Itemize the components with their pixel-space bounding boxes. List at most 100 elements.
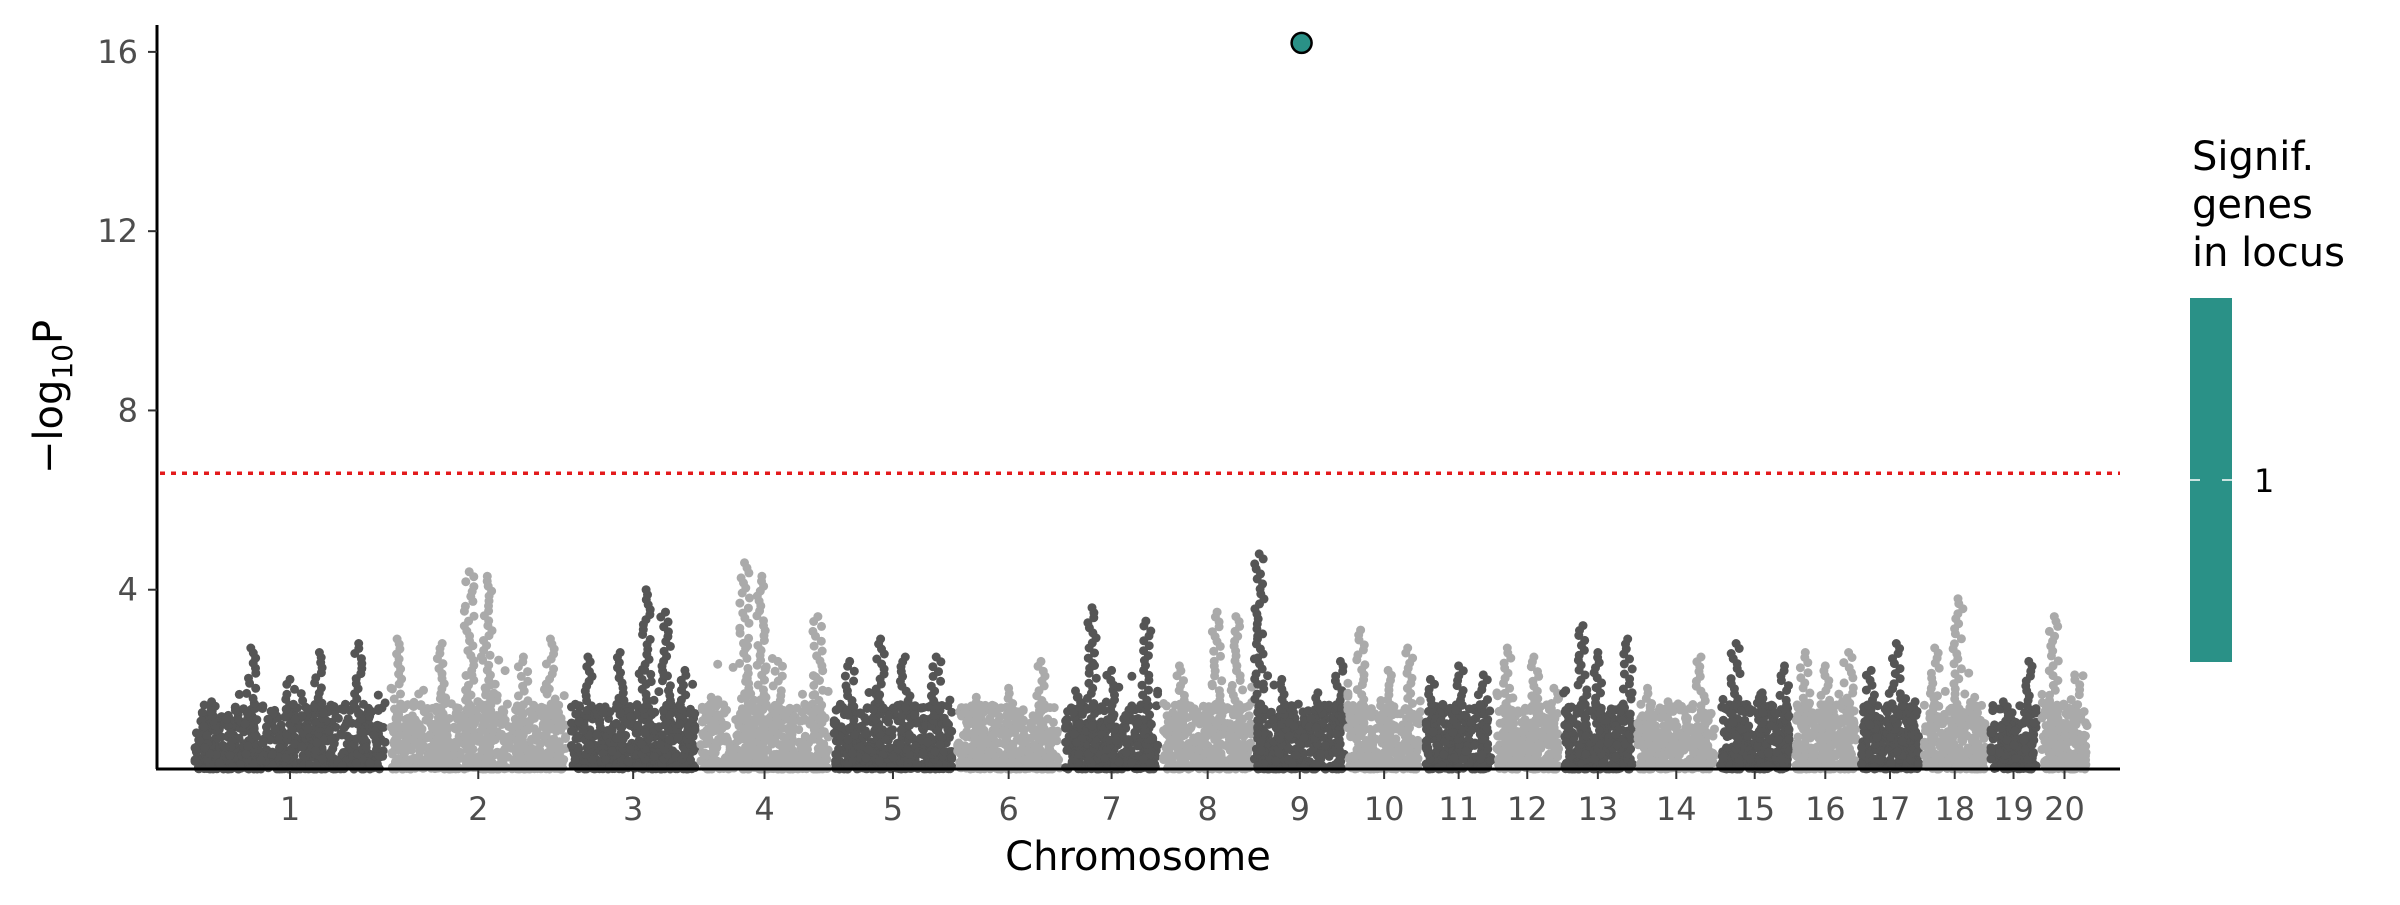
snp-point — [875, 690, 885, 700]
snp-point — [743, 663, 753, 673]
snp-point — [1018, 715, 1028, 725]
snp-point — [1105, 714, 1115, 724]
snp-peak-point — [518, 652, 528, 662]
snp-point — [796, 742, 806, 752]
snp-point — [1046, 738, 1056, 748]
snp-point — [497, 705, 507, 715]
snp-point — [281, 753, 291, 763]
snp-point — [760, 728, 770, 738]
snp-point — [1087, 721, 1097, 731]
snp-point — [649, 695, 659, 705]
snp-point — [808, 626, 818, 636]
snp-point — [592, 730, 602, 740]
snp-point — [912, 759, 922, 769]
snp-point — [492, 711, 502, 720]
snp-point — [331, 712, 341, 722]
snp-peak-point — [246, 643, 256, 653]
snp-peak-point — [680, 665, 690, 675]
snp-point — [1048, 717, 1058, 727]
snp-point — [900, 702, 910, 712]
snp-point — [1159, 726, 1169, 736]
snp-point — [746, 731, 756, 741]
snp-point — [220, 742, 230, 752]
snp-point — [262, 728, 272, 738]
snp-point — [905, 730, 914, 740]
chromosome-5-points — [829, 634, 957, 774]
snp-point — [632, 700, 642, 710]
snp-point — [1030, 740, 1040, 750]
snp-point — [719, 708, 729, 718]
snp-point — [598, 708, 608, 718]
snp-point — [282, 689, 292, 699]
snp-point — [623, 756, 633, 766]
snp-point — [452, 714, 462, 724]
snp-point — [735, 623, 745, 633]
snp-point — [1061, 737, 1071, 747]
snp-point — [476, 652, 486, 662]
snp-point — [953, 746, 963, 756]
snp-point — [567, 741, 576, 750]
snp-point — [1228, 710, 1238, 720]
snp-point — [514, 749, 524, 759]
snp-point — [248, 693, 258, 703]
snp-point — [243, 741, 253, 751]
snp-point — [523, 676, 533, 686]
snp-point — [922, 737, 932, 747]
snp-point — [386, 683, 396, 693]
snp-point — [1074, 719, 1084, 729]
snp-point — [1194, 757, 1204, 767]
snp-point — [845, 723, 855, 733]
snp-point — [523, 696, 533, 706]
snp-point — [387, 749, 397, 759]
snp-point — [380, 698, 390, 708]
snp-point — [868, 705, 878, 715]
snp-point — [1227, 680, 1237, 690]
snp-point — [256, 755, 266, 765]
snp-point — [329, 702, 339, 711]
snp-point — [1146, 719, 1156, 729]
snp-point — [200, 743, 210, 753]
snp-point — [646, 677, 656, 687]
snp-point — [275, 743, 284, 753]
snp-point — [649, 752, 659, 762]
snp-peak-point — [1107, 665, 1117, 675]
snp-point — [199, 700, 209, 710]
snp-point — [690, 725, 700, 735]
snp-point — [531, 735, 541, 745]
snp-point — [552, 716, 562, 726]
chromosome-4-points — [696, 558, 833, 774]
snp-point — [1026, 758, 1036, 768]
snp-point — [1038, 735, 1048, 745]
snp-point — [559, 691, 569, 701]
snp-point — [235, 760, 245, 770]
snp-point — [817, 646, 827, 656]
snp-peak-point — [1036, 656, 1046, 666]
snp-point — [1215, 739, 1225, 748]
snp-point — [713, 695, 723, 705]
snp-point — [544, 739, 554, 749]
snp-point — [645, 635, 655, 644]
snp-point — [339, 705, 349, 715]
snp-point — [874, 756, 884, 766]
snp-point — [1049, 703, 1059, 713]
snp-point — [930, 747, 940, 757]
snp-point — [849, 676, 859, 686]
snp-point — [1238, 685, 1248, 695]
snp-point — [1074, 749, 1084, 759]
snp-point — [226, 728, 235, 738]
chromosome-8-points — [1159, 607, 1257, 774]
snp-point — [441, 693, 451, 703]
snp-peak-point — [1141, 616, 1151, 626]
snp-point — [570, 754, 580, 764]
snp-point — [369, 730, 379, 740]
snp-point — [831, 749, 841, 759]
points-layer — [190, 549, 2092, 774]
snp-point — [829, 719, 839, 729]
snp-point — [225, 751, 235, 760]
snp-point — [249, 759, 259, 769]
snp-point — [1229, 742, 1239, 752]
snp-point — [633, 720, 643, 730]
snp-point — [823, 686, 833, 696]
snp-point — [857, 721, 866, 731]
